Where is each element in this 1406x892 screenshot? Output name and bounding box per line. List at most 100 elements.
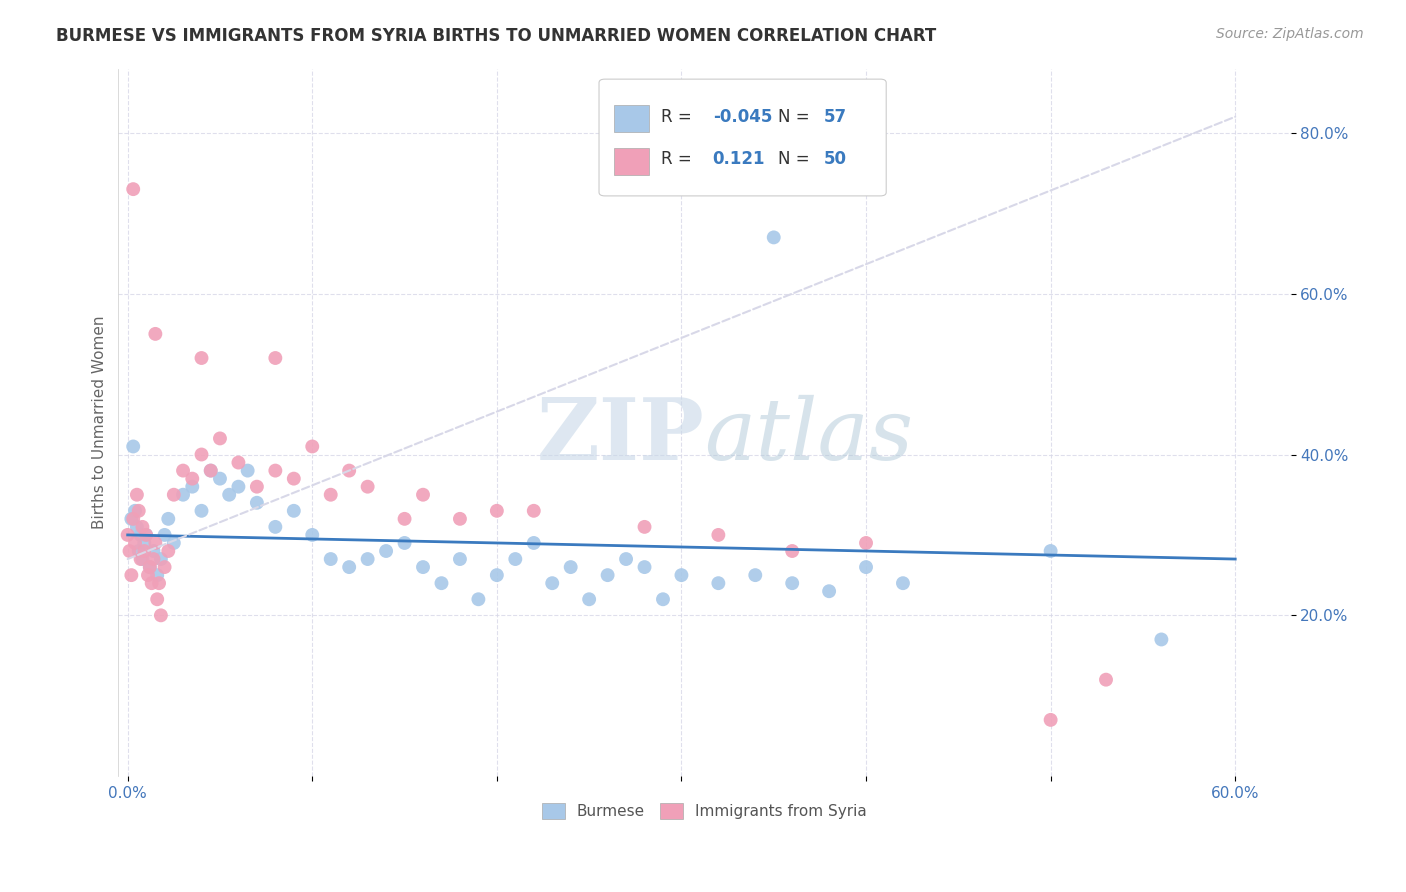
Point xyxy=(633,560,655,574)
Point xyxy=(319,488,342,502)
Point xyxy=(301,528,323,542)
Point xyxy=(467,592,489,607)
Point xyxy=(264,351,287,365)
Point xyxy=(148,576,170,591)
Point xyxy=(135,528,157,542)
Legend: Burmese, Immigrants from Syria: Burmese, Immigrants from Syria xyxy=(536,797,873,825)
Point xyxy=(505,552,527,566)
Point xyxy=(149,608,172,623)
Point xyxy=(1150,632,1173,647)
Point xyxy=(117,528,139,542)
Point xyxy=(744,568,766,582)
Point xyxy=(134,544,156,558)
Point xyxy=(190,504,212,518)
Point xyxy=(818,584,841,599)
Point xyxy=(142,544,165,558)
Point xyxy=(356,552,378,566)
Text: R =: R = xyxy=(661,150,697,168)
Point xyxy=(633,520,655,534)
FancyBboxPatch shape xyxy=(599,79,886,196)
Point xyxy=(131,552,153,566)
Point xyxy=(228,456,250,470)
Point xyxy=(430,576,453,591)
Point xyxy=(356,480,378,494)
Point xyxy=(891,576,914,591)
Point xyxy=(578,592,600,607)
Y-axis label: Births to Unmarried Women: Births to Unmarried Women xyxy=(93,316,107,529)
Point xyxy=(337,560,360,574)
Point xyxy=(394,512,416,526)
Point xyxy=(190,448,212,462)
Point xyxy=(120,568,142,582)
Text: 0.121: 0.121 xyxy=(713,150,765,168)
Text: ZIP: ZIP xyxy=(537,394,704,478)
Point xyxy=(120,512,142,526)
Point xyxy=(190,351,212,365)
Point xyxy=(523,504,546,518)
Text: N =: N = xyxy=(779,108,815,126)
Point xyxy=(143,536,166,550)
Point xyxy=(153,560,176,574)
Point xyxy=(208,432,231,446)
Text: R =: R = xyxy=(661,108,697,126)
Point xyxy=(855,536,877,550)
Point xyxy=(172,488,194,502)
Point xyxy=(337,464,360,478)
Point xyxy=(596,568,619,582)
Point xyxy=(181,472,204,486)
Point xyxy=(264,520,287,534)
Point xyxy=(780,576,803,591)
Point xyxy=(762,230,785,244)
Point xyxy=(200,464,222,478)
Point xyxy=(172,464,194,478)
Point xyxy=(283,504,305,518)
Point xyxy=(1095,673,1118,687)
Point xyxy=(163,488,186,502)
Point xyxy=(128,544,150,558)
Bar xyxy=(614,148,650,175)
Text: -0.045: -0.045 xyxy=(713,108,772,126)
Point xyxy=(135,528,157,542)
Point xyxy=(118,544,141,558)
Point xyxy=(246,480,269,494)
Point xyxy=(228,480,250,494)
Point xyxy=(146,568,169,582)
Text: 50: 50 xyxy=(824,150,846,168)
Point xyxy=(139,560,162,574)
Point xyxy=(671,568,693,582)
Point xyxy=(125,488,148,502)
Point xyxy=(129,528,152,542)
Point xyxy=(122,182,145,196)
Point xyxy=(128,504,150,518)
Text: Source: ZipAtlas.com: Source: ZipAtlas.com xyxy=(1216,27,1364,41)
Point xyxy=(1039,713,1062,727)
Point xyxy=(125,520,148,534)
Point xyxy=(541,576,564,591)
Point xyxy=(264,464,287,478)
Point xyxy=(394,536,416,550)
Point xyxy=(124,536,146,550)
Point xyxy=(146,592,169,607)
Text: N =: N = xyxy=(779,150,815,168)
Point xyxy=(218,488,240,502)
Point xyxy=(319,552,342,566)
Point xyxy=(412,560,434,574)
Point xyxy=(163,536,186,550)
Text: 57: 57 xyxy=(824,108,848,126)
Point xyxy=(560,560,582,574)
Point xyxy=(149,552,172,566)
Point xyxy=(375,544,398,558)
Point xyxy=(139,560,162,574)
Point xyxy=(283,472,305,486)
Point xyxy=(208,472,231,486)
Point xyxy=(129,552,152,566)
Point xyxy=(122,512,145,526)
Point xyxy=(142,552,165,566)
Point xyxy=(855,560,877,574)
Point xyxy=(707,528,730,542)
Point xyxy=(153,528,176,542)
Point xyxy=(143,326,166,341)
Point xyxy=(157,512,180,526)
Point xyxy=(246,496,269,510)
Point xyxy=(124,504,146,518)
